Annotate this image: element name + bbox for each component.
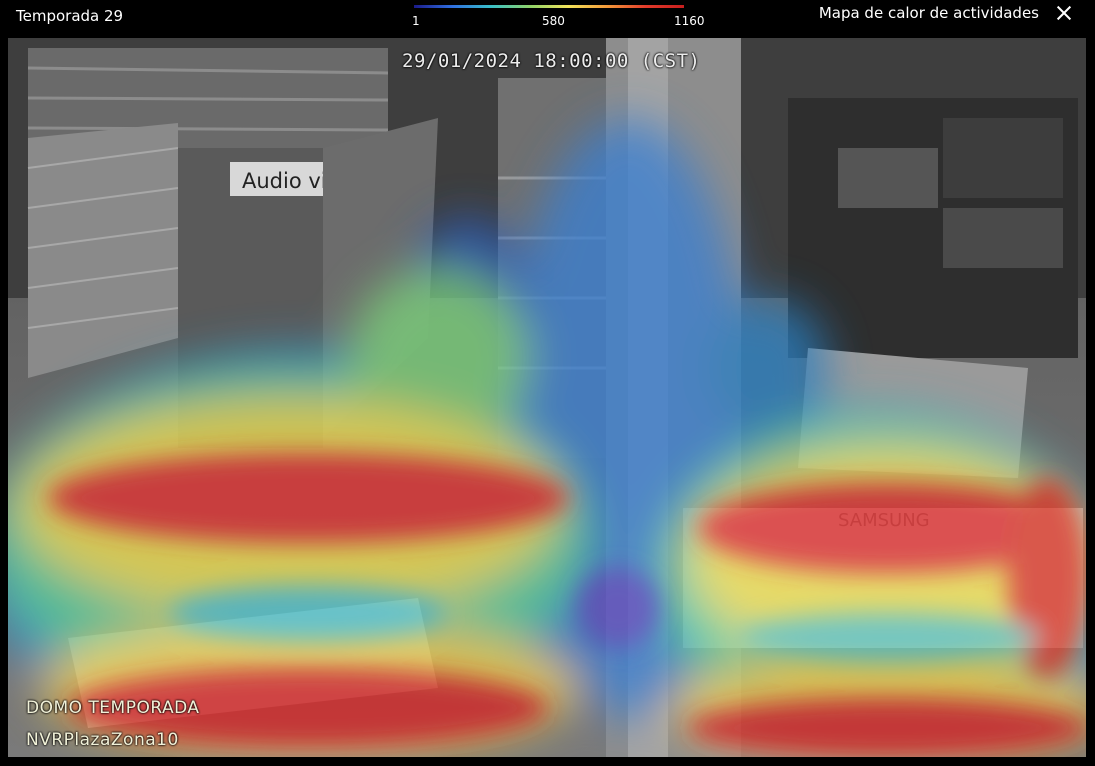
heatmap-video-view[interactable]: Audio video SAMSUNG [8, 38, 1086, 757]
legend-gradient-bar [414, 5, 684, 8]
panel-title: Mapa de calor de actividades [818, 4, 1039, 22]
heatmap-legend: 1 580 1160 [410, 2, 710, 34]
legend-max-label: 1160 [674, 14, 705, 28]
top-bar: Temporada 29 1 580 1160 Mapa de calor de… [0, 0, 1095, 36]
nvr-label: NVRPlazaZona10 [26, 730, 179, 750]
legend-mid-label: 580 [542, 14, 565, 28]
camera-title: Temporada 29 [16, 7, 124, 25]
video-timestamp: 29/01/2024 18:00:00 (CST) [402, 50, 701, 72]
store-scene: Audio video SAMSUNG [8, 38, 1086, 757]
activity-heatmap-overlay [8, 118, 1086, 757]
camera-label: DOMO TEMPORADA [26, 698, 200, 718]
close-icon[interactable] [1053, 2, 1075, 24]
legend-min-label: 1 [412, 14, 420, 28]
